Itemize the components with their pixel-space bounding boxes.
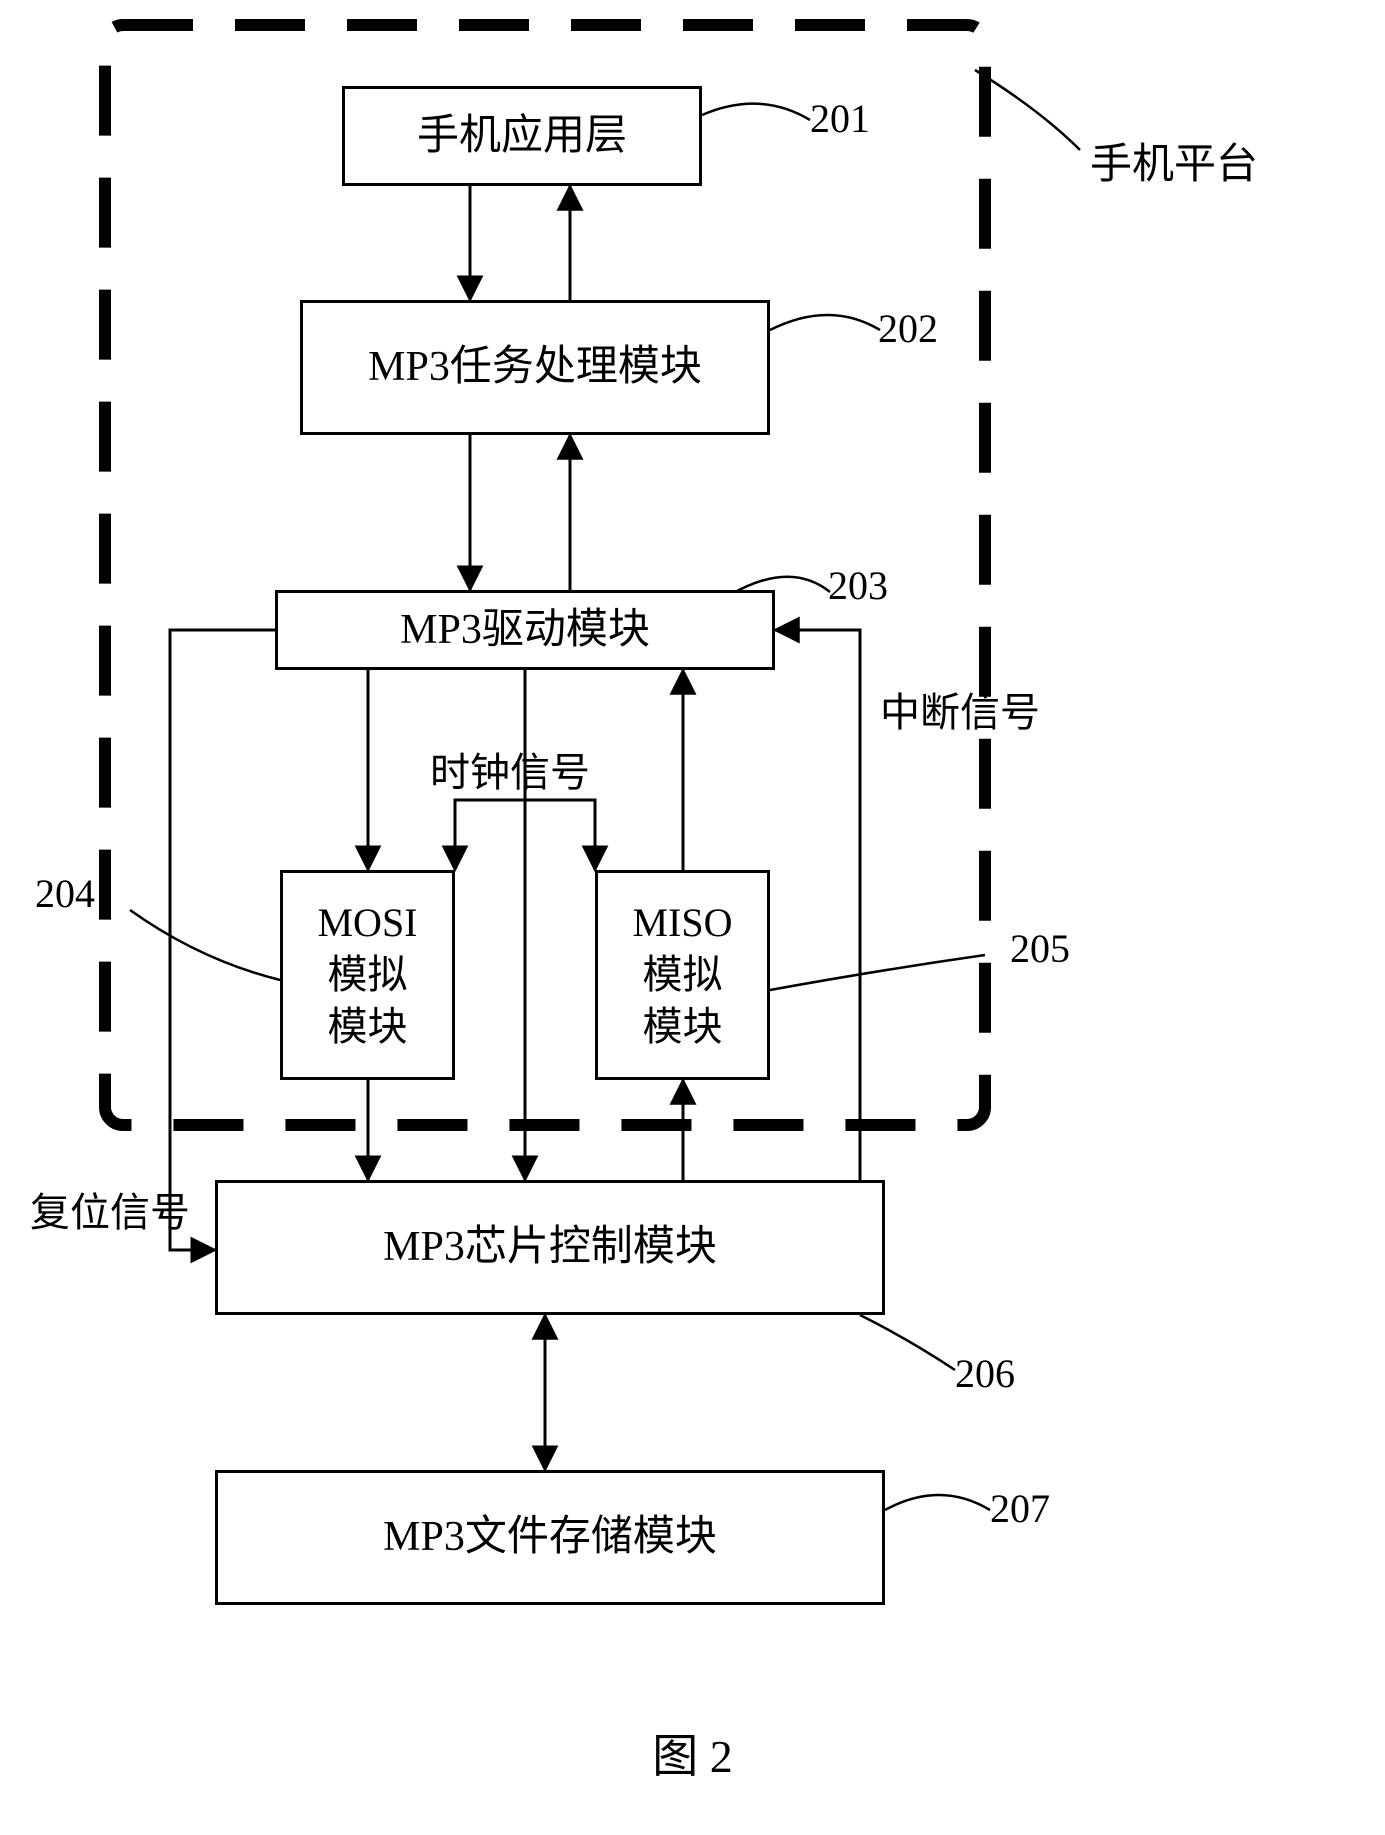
node-miso: MISO 模拟 模块 bbox=[595, 870, 770, 1080]
label-interrupt: 中断信号 bbox=[880, 680, 1040, 738]
label-platform: 手机平台 bbox=[1090, 130, 1258, 191]
label-reset: 复位信号 bbox=[30, 1180, 190, 1238]
tag-204: 204 bbox=[35, 870, 95, 917]
figure-caption: 图 2 bbox=[0, 1720, 1385, 1786]
node-label: 手机应用层 bbox=[417, 109, 627, 164]
label-clock: 时钟信号 bbox=[430, 740, 590, 798]
node-label: MP3任务处理模块 bbox=[368, 340, 702, 395]
node-mp3-file-store: MP3文件存储模块 bbox=[215, 1470, 885, 1605]
node-label: MP3文件存储模块 bbox=[383, 1510, 717, 1565]
node-label: MOSI 模拟 模块 bbox=[317, 897, 417, 1053]
tag-206: 206 bbox=[955, 1350, 1015, 1397]
tag-202: 202 bbox=[878, 305, 938, 352]
node-app-layer: 手机应用层 bbox=[342, 86, 702, 186]
node-mosi: MOSI 模拟 模块 bbox=[280, 870, 455, 1080]
node-label: MP3驱动模块 bbox=[400, 603, 650, 658]
node-mp3-chip-ctrl: MP3芯片控制模块 bbox=[215, 1180, 885, 1315]
tag-207: 207 bbox=[990, 1485, 1050, 1532]
node-label: MP3芯片控制模块 bbox=[383, 1220, 717, 1275]
node-label: MISO 模拟 模块 bbox=[632, 897, 732, 1053]
tag-203: 203 bbox=[828, 562, 888, 609]
node-mp3-task: MP3任务处理模块 bbox=[300, 300, 770, 435]
tag-205: 205 bbox=[1010, 925, 1070, 972]
node-mp3-driver: MP3驱动模块 bbox=[275, 590, 775, 670]
tag-201: 201 bbox=[810, 95, 870, 142]
